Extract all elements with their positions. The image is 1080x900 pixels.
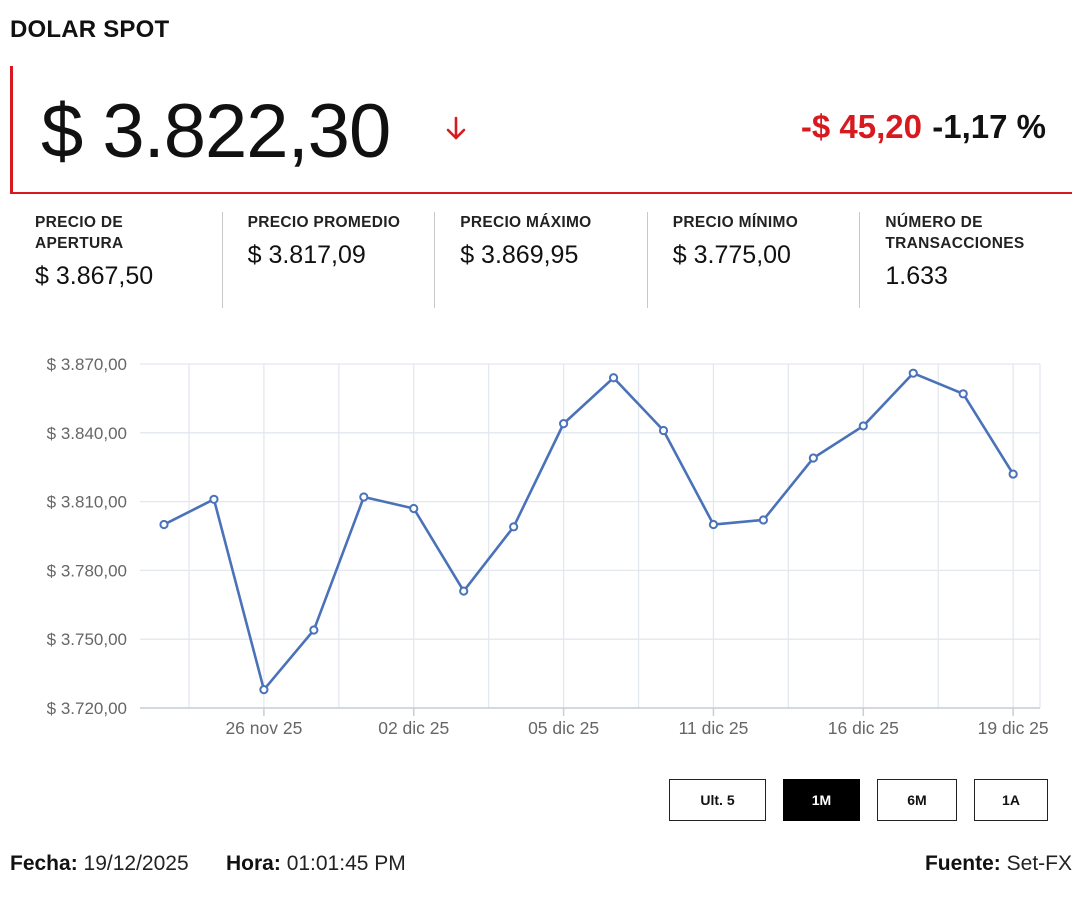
data-point [758, 515, 769, 525]
y-tick-label: $ 3.840,00 [47, 424, 127, 443]
stat-value: $ 3.869,95 [460, 241, 579, 269]
y-tick-label: $ 3.750,00 [47, 630, 127, 649]
data-point [359, 492, 369, 502]
stat-label: NÚMERO DE TRANSACCIONES [885, 214, 1025, 252]
data-point [808, 453, 818, 463]
time-label: Hora: [226, 852, 281, 875]
footer-time: Hora: 01:01:45 PM [226, 852, 406, 876]
y-tick-label: $ 3.810,00 [47, 493, 127, 512]
data-point [608, 373, 619, 383]
stat-label: PRECIO DE APERTURA [35, 214, 124, 252]
series-line [163, 371, 1015, 691]
footer-source: Fuente: Set-FX [925, 852, 1072, 876]
y-tick-label: $ 3.720,00 [47, 699, 127, 718]
x-tick-label: 16 dic 25 [828, 718, 899, 738]
x-tick-label: 05 dic 25 [528, 718, 599, 738]
footer-date: Fecha: 19/12/2025 [10, 852, 189, 876]
source-value: Set-FX [1006, 852, 1072, 875]
range-button-last-5[interactable]: Ult. 5 [669, 779, 766, 821]
stat-average-price: PRECIO PROMEDIO $ 3.817,09 [221, 212, 435, 308]
data-point [1008, 469, 1018, 479]
data-point [409, 503, 419, 514]
data-point [259, 685, 269, 695]
stat-value: 1.633 [885, 262, 948, 290]
data-point [958, 389, 968, 399]
stat-label: PRECIO MÁXIMO [460, 214, 592, 231]
range-button-6m[interactable]: 6M [877, 779, 957, 821]
time-value: 01:01:45 PM [286, 852, 406, 875]
data-point [658, 425, 669, 436]
x-tick-label: 02 dic 25 [378, 718, 449, 738]
data-point [459, 586, 469, 596]
stat-opening-price: PRECIO DE APERTURA $ 3.867,50 [10, 212, 222, 308]
y-tick-label: $ 3.870,00 [47, 355, 127, 374]
stat-label: PRECIO MÍNIMO [672, 214, 799, 231]
stats-row: PRECIO DE APERTURA $ 3.867,50 PRECIO PRO… [10, 212, 1072, 308]
data-point [209, 494, 219, 504]
current-price: $ 3.822,30 [41, 89, 391, 174]
data-point [559, 419, 569, 429]
stat-value: $ 3.867,50 [35, 262, 154, 290]
price-panel: $ 3.822,30 -$ 45,20 -1,17 % [10, 66, 1072, 194]
x-tick-label: 26 nov 25 [225, 718, 302, 738]
range-button-1m[interactable]: 1M [783, 779, 860, 821]
range-selector: Ult. 5 1M 6M 1A [669, 779, 1048, 821]
stat-min-price: PRECIO MÍNIMO $ 3.775,00 [646, 212, 860, 308]
price-change: -$ 45,20 [800, 108, 922, 145]
data-point [509, 522, 519, 532]
data-point [309, 625, 319, 635]
range-button-1a[interactable]: 1A [974, 779, 1048, 821]
page-title: DOLAR SPOT [10, 16, 170, 43]
down-arrow-icon [446, 116, 466, 140]
stat-max-price: PRECIO MÁXIMO $ 3.869,95 [434, 212, 647, 308]
price-line-chart: $ 3.720,00 $ 3.750,00 $ 3.780,00 $ 3.810,00… [47, 355, 1049, 738]
data-point [858, 421, 868, 431]
y-tick-label: $ 3.780,00 [47, 561, 127, 580]
date-value: 19/12/2025 [83, 852, 189, 875]
x-tick-label: 11 dic 25 [679, 718, 749, 738]
x-tick-label: 19 dic 25 [978, 718, 1049, 738]
stat-value: $ 3.817,09 [247, 241, 366, 269]
date-label: Fecha: [10, 852, 78, 875]
stat-value: $ 3.775,00 [672, 241, 791, 269]
stat-transactions: NÚMERO DE TRANSACCIONES 1.633 [859, 212, 1072, 308]
data-point [908, 368, 918, 378]
source-label: Fuente: [924, 852, 1001, 875]
price-change-percent: -1,17 % [932, 108, 1046, 145]
data-point [159, 519, 169, 530]
data-point [708, 519, 719, 530]
stat-label: PRECIO PROMEDIO [247, 214, 401, 231]
